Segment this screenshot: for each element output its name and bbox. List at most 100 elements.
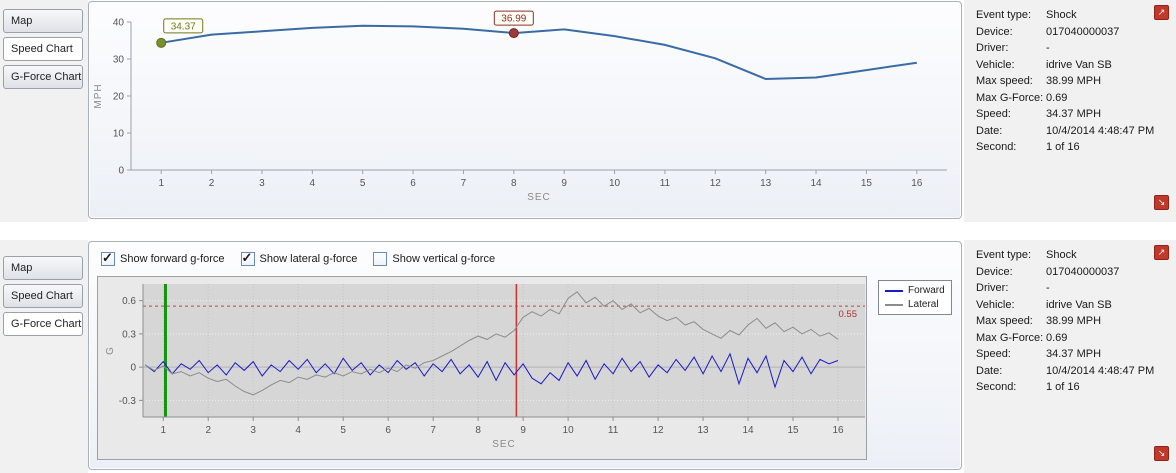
x-tick-label: 8: [511, 178, 517, 189]
x-tick-label: 6: [385, 425, 391, 436]
plot-area: [143, 284, 865, 417]
marker-label-box: [163, 18, 204, 34]
checkbox-box[interactable]: [101, 250, 115, 266]
x-tick-label: 1: [158, 178, 164, 189]
info-row-second: Second: 1 of 16: [976, 381, 1170, 394]
x-tick-label: 8: [475, 425, 481, 436]
x-tick-label: 15: [787, 425, 799, 436]
marker-label: 36.99: [501, 14, 526, 25]
x-tick-label: 13: [760, 178, 772, 189]
tab-speed-chart[interactable]: Speed Chart: [3, 37, 83, 61]
info-label: Vehicle:: [976, 298, 1015, 311]
legend-label: Lateral: [908, 299, 939, 310]
checkbox-show-vertical-g-force[interactable]: Show vertical g-force: [373, 252, 495, 266]
info-label: Max G-Force:: [976, 91, 1044, 104]
popout-top-icon[interactable]: ↗: [1154, 245, 1169, 260]
x-tick-label: 4: [310, 178, 316, 189]
info-row-max-speed: Max speed: 38.99 MPH: [976, 75, 1170, 88]
info-row-max-g-force: Max G-Force: 0.69: [976, 92, 1170, 105]
info-label: Date:: [976, 364, 1003, 377]
tab-g-force-chart[interactable]: G-Force Chart: [3, 312, 83, 336]
info-value: 34.37 MPH: [1046, 348, 1102, 360]
x-tick-label: 16: [911, 178, 923, 189]
x-tick-label: 5: [340, 425, 346, 436]
info-row-vehicle: Vehicle: idrive Van SB: [976, 59, 1170, 72]
x-tick-label: 2: [205, 425, 211, 436]
popout-bottom-icon[interactable]: ↘: [1154, 195, 1169, 210]
info-value: 10/4/2014 4:48:47 PM: [1046, 364, 1155, 377]
speed-panel-tabstrip: Map Speed Chart G-Force Chart: [0, 0, 88, 222]
tab-g-force-chart[interactable]: G-Force Chart: [3, 65, 83, 89]
x-tick-label: 13: [697, 425, 709, 436]
x-tick-label: 11: [660, 178, 671, 189]
info-row-device: Device: 017040000037: [976, 26, 1170, 39]
data-point-marker[interactable]: [508, 28, 519, 39]
gforce-chart: -0.300.30.61 2 3 4 5 6 7 8 9 10 11 12 13 14 15 16GSEC0.…: [105, 284, 865, 450]
y-axis-label: MPH: [93, 83, 104, 108]
info-row-vehicle: Vehicle: idrive Van SB: [976, 299, 1170, 312]
event-info-rows: Event type: Shock Device: 017040000037 Drive…: [976, 249, 1170, 394]
popout-top-icon[interactable]: ↗: [1154, 5, 1169, 20]
event-info-panel-bottom: ↗ Event type: Shock Device: 017040000037 Dri…: [964, 240, 1176, 473]
info-value: 10/4/2014 4:48:47 PM: [1046, 124, 1155, 137]
info-value: 0.69: [1046, 91, 1068, 104]
gforce-chart-frame: -0.3 0 0.3 0.6 1 2 3 4 5 6 7 8 9 10 11 12 13 14 15 16 G SEC 0.…: [97, 276, 867, 460]
info-label: Speed:: [976, 108, 1011, 120]
x-tick-label: 5: [360, 178, 366, 189]
x-tick-label: 3: [259, 178, 265, 189]
y-tick-label: 0: [118, 166, 124, 177]
x-tick-label: 3: [250, 425, 256, 436]
y-axis-label: G: [105, 346, 116, 355]
series-lateral: [144, 291, 839, 396]
tab-map[interactable]: Map: [3, 9, 83, 33]
legend-line-sample: [885, 289, 903, 292]
y-tick-label: 0.3: [122, 329, 136, 340]
checkbox-box[interactable]: [240, 250, 255, 266]
speed-chart-groupbox: 0 10 20 30 40 1 2 3 4 5 6 7 8 9 10 11 12 13 14 15 16 MPH SEC 34…: [88, 1, 962, 219]
y-tick-label: -0.3: [119, 396, 137, 407]
series-speed: [161, 24, 917, 81]
checkbox-show-forward-g-force[interactable]: Show forward g-force: [101, 250, 225, 266]
info-value: 017040000037: [1046, 265, 1120, 278]
y-tick-label: 0.6: [122, 296, 136, 307]
gforce-chart-groupbox: Show forward g-force Show lateral g-force…: [88, 241, 962, 470]
marker-label: 34.37: [171, 21, 196, 32]
popout-bottom-icon[interactable]: ↘: [1154, 446, 1169, 461]
checkbox-label: Show forward g-force: [120, 253, 225, 265]
tab-speed-chart[interactable]: Speed Chart: [3, 284, 83, 308]
info-label: Device:: [976, 265, 1013, 278]
checkbox-box[interactable]: [373, 252, 388, 266]
x-tick-label: 14: [742, 425, 754, 436]
tab-map[interactable]: Map: [3, 256, 83, 280]
checkbox-show-lateral-g-force[interactable]: Show lateral g-force: [240, 250, 357, 266]
info-row-max-g-force: Max G-Force: 0.69: [976, 332, 1170, 345]
threshold-value-label: 0.55: [839, 309, 858, 320]
info-label: Max speed:: [976, 75, 1033, 87]
gforce-options-row: Show forward g-force Show lateral g-force…: [89, 242, 961, 270]
info-label: Max speed:: [976, 315, 1033, 327]
legend-line-sample: [885, 303, 903, 306]
x-tick-label: 6: [410, 178, 416, 189]
info-label: Event type:: [976, 9, 1032, 21]
info-label: Device:: [976, 25, 1013, 38]
info-label: Second:: [976, 141, 1017, 153]
info-value: 017040000037: [1046, 25, 1120, 38]
x-tick-label: 15: [861, 178, 873, 189]
x-tick-label: 9: [561, 178, 567, 189]
info-row-driver: Driver: -: [976, 42, 1170, 55]
data-point-marker[interactable]: [156, 37, 167, 48]
info-label: Date:: [976, 124, 1003, 137]
y-tick-label: 30: [113, 55, 125, 66]
event-info-panel-top: ↗ Event type: Shock Device: 017040000037 Dri…: [964, 0, 1176, 222]
legend: Forward Lateral: [878, 280, 952, 315]
x-tick-label: 12: [710, 178, 722, 189]
info-value: Shock: [1046, 9, 1077, 21]
x-tick-label: 4: [295, 425, 301, 436]
info-label: Speed:: [976, 348, 1011, 360]
x-tick-label: 10: [563, 425, 575, 436]
info-value: 38.99 MPH: [1046, 75, 1102, 87]
event-info-rows: Event type: Shock Device: 017040000037 Drive…: [976, 9, 1170, 154]
x-tick-label: 7: [430, 425, 436, 436]
